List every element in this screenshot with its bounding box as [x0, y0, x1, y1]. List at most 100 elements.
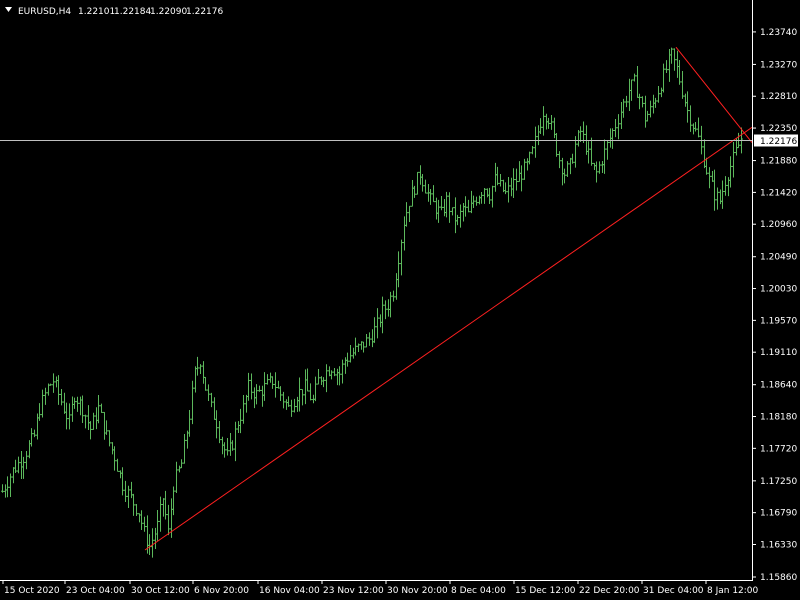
- ohlc-bar: [558, 151, 561, 169]
- ohlc-bar: [686, 91, 689, 123]
- ohlc-bar: [199, 364, 202, 375]
- ohlc-bar: [598, 161, 601, 174]
- ohlc-bar: [542, 106, 545, 136]
- ohlc-bar: [633, 73, 636, 82]
- ohlc-bar: [341, 359, 344, 384]
- ohlc-bar: [156, 510, 159, 541]
- ohlc-bar: [330, 370, 333, 380]
- ohlc-bar: [215, 410, 218, 439]
- ohlc-bar: [421, 174, 424, 192]
- ohlc-bar: [127, 485, 130, 508]
- ohlc-bar: [475, 196, 478, 206]
- time-axis-tick-label: 6 Nov 20:00: [194, 586, 249, 596]
- ohlc-bar: [392, 290, 395, 302]
- ohlc-bar: [397, 251, 400, 288]
- ohlc-bar: [467, 199, 470, 213]
- ohlc-bar: [293, 398, 296, 413]
- time-axis-tick-label: 31 Dec 04:00: [643, 586, 704, 596]
- ohlc-bar: [218, 421, 221, 444]
- ohlc-bar: [239, 408, 242, 434]
- ohlc-bar: [105, 420, 108, 435]
- ohlc-bar: [678, 60, 681, 85]
- dropdown-triangle-icon[interactable]: [5, 7, 12, 12]
- time-axis-labels: 15 Oct 2020 23 Oct 04:00 30 Oct 12:00 6 Nov…: [2, 580, 759, 596]
- ohlc-bar: [689, 105, 692, 132]
- ohlc-bar: [662, 63, 665, 93]
- ohlc-bar: [172, 486, 175, 516]
- ohlc-bar: [413, 185, 416, 198]
- ohlc-bar: [33, 429, 36, 438]
- ohlc-bar: [713, 169, 716, 211]
- ohlc-bar: [555, 132, 558, 157]
- ohlc-bar: [325, 364, 328, 393]
- ohlc-bar: [507, 177, 510, 203]
- ohlc-bar: [231, 440, 234, 451]
- ohlc-bar: [448, 192, 451, 223]
- chart-header: EURUSD,H4 1.22101 1.22184 1.22090 1.2217…: [5, 7, 223, 17]
- ohlc-bar: [44, 387, 47, 405]
- ohlc-bar: [504, 182, 507, 195]
- ohlc-bar: [638, 93, 641, 110]
- price-axis-tick-label: 1.20030: [760, 285, 797, 295]
- ohlc-bar: [349, 345, 352, 363]
- ohlc-bar: [49, 383, 52, 386]
- trendline[interactable]: [675, 46, 753, 143]
- ohlc-bar: [322, 377, 325, 388]
- ohlc-bar: [100, 403, 103, 413]
- ohlc-bar: [188, 409, 191, 437]
- ohlc-bar: [673, 48, 676, 71]
- ohlc-bar: [708, 167, 711, 189]
- trendline[interactable]: [144, 126, 753, 551]
- current-price-line-group: 1.22176: [0, 134, 798, 147]
- ohlc-bar: [480, 191, 483, 204]
- ohlc-bar: [274, 372, 277, 398]
- current-price-label-box: [754, 134, 798, 147]
- ohlc-bar: [357, 343, 360, 352]
- ohlc-bar: [143, 516, 146, 532]
- ohlc-bar: [135, 504, 138, 517]
- price-axis-tick-label: 1.15860: [760, 573, 797, 583]
- ohlc-bar: [408, 205, 411, 222]
- ohlc-bar: [721, 180, 724, 209]
- price-axis-tick-label: 1.22350: [760, 124, 797, 134]
- ohlc-low: 1.22090: [150, 7, 187, 17]
- ohlc-bar: [512, 168, 515, 199]
- ohlc-bar: [654, 97, 657, 108]
- price-axis-tick-label: 1.20490: [760, 253, 797, 263]
- price-axis-tick-label: 1.20960: [760, 220, 797, 230]
- ohlc-bar: [279, 386, 282, 401]
- time-axis-tick-label: 23 Oct 04:00: [66, 586, 125, 596]
- ohlc-bar: [92, 412, 95, 430]
- ohlc-bar: [483, 187, 486, 204]
- ohlc-bar: [547, 117, 550, 129]
- ohlc-bar: [563, 168, 566, 184]
- ohlc-bar: [534, 126, 537, 158]
- ohlc-bar: [68, 403, 71, 430]
- ohlc-high: 1.22184: [114, 7, 151, 17]
- ohlc-bar: [258, 385, 261, 392]
- ohlc-bar: [724, 176, 727, 196]
- ohlc-bar: [373, 317, 376, 343]
- ohlc-bar: [346, 352, 349, 367]
- time-axis-tick-label: 23 Nov 12:00: [323, 586, 384, 596]
- ohlc-bar: [196, 356, 199, 376]
- price-axis-tick-label: 1.19570: [760, 316, 797, 326]
- ohlc-bar: [250, 373, 253, 400]
- price-bars: [1, 47, 743, 558]
- ohlc-bar: [445, 191, 448, 218]
- time-axis-tick-label: 30 Oct 12:00: [131, 586, 190, 596]
- ohlc-bar: [52, 373, 55, 393]
- ohlc-bar: [566, 161, 569, 178]
- price-axis-tick-label: 1.21420: [760, 188, 797, 198]
- ohlc-bar: [180, 459, 183, 469]
- ohlc-bar: [523, 158, 526, 180]
- ohlc-bar: [226, 438, 229, 456]
- ohlc-bar: [124, 480, 127, 503]
- ohlc-bar: [116, 458, 119, 472]
- ohlc-bar: [151, 528, 154, 558]
- ohlc-bar: [646, 110, 649, 122]
- ohlc-bar: [73, 397, 76, 409]
- ohlc-bar: [520, 165, 523, 192]
- ohlc-bar: [234, 421, 237, 462]
